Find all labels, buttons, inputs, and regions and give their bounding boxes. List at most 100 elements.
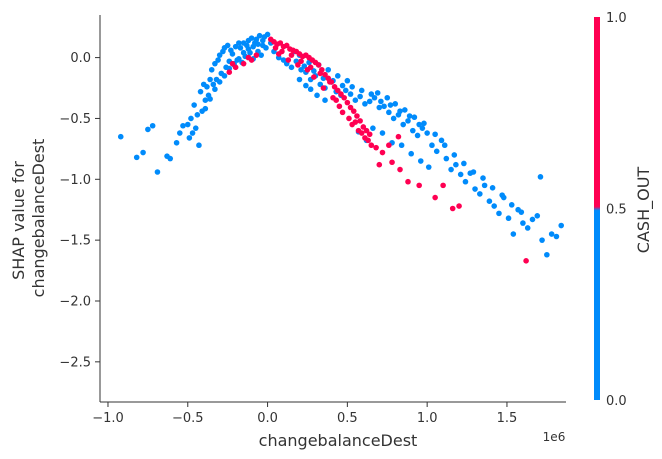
x-axis-ticks: −1.0 −0.5 0.0 0.5 1.0 1.5 xyxy=(92,402,517,426)
non-cash-out-point-185 xyxy=(322,97,328,103)
non-cash-out-point-10 xyxy=(180,122,186,129)
cash-out-point-73 xyxy=(358,130,365,136)
cash-out-point-41 xyxy=(379,149,386,156)
non-cash-out-point-66 xyxy=(221,73,228,79)
y-tick-label-4: −2.0 xyxy=(59,294,91,309)
cash-out-point-65 xyxy=(298,58,304,65)
non-cash-out-point-134 xyxy=(548,231,555,237)
cash-out-point-49 xyxy=(449,205,456,212)
non-cash-out-point-28 xyxy=(229,51,236,57)
non-cash-out-point-123 xyxy=(496,210,502,217)
cash-out-point-30 xyxy=(347,104,354,111)
cash-out-point-60 xyxy=(285,57,292,63)
cash-out-point-22 xyxy=(322,71,328,78)
non-cash-out-point-60 xyxy=(189,130,196,136)
non-cash-out-point-147 xyxy=(374,90,381,96)
non-cash-out-point-98 xyxy=(376,104,383,111)
non-cash-out-point-145 xyxy=(417,158,424,164)
cash-out-point-1 xyxy=(232,64,239,71)
non-cash-out-point-166 xyxy=(358,87,365,94)
non-cash-out-point-109 xyxy=(429,142,435,149)
colorbar-tick-label-2: 0.0 xyxy=(606,394,627,409)
non-cash-out-point-186 xyxy=(303,82,309,89)
non-cash-out-point-181 xyxy=(508,202,515,208)
non-cash-out-point-9 xyxy=(176,130,183,136)
non-cash-out-point-108 xyxy=(424,130,430,136)
non-cash-out-point-130 xyxy=(529,216,536,223)
non-cash-out-point-153 xyxy=(344,77,351,84)
non-cash-out-point-155 xyxy=(325,66,332,73)
non-cash-out-point-65 xyxy=(216,79,223,85)
non-cash-out-point-160 xyxy=(301,63,308,69)
non-cash-out-point-171 xyxy=(406,113,413,119)
non-cash-out-point-99 xyxy=(381,103,387,110)
cash-out-point-59 xyxy=(295,62,301,68)
non-cash-out-point-3 xyxy=(145,126,151,133)
cash-out-point-8 xyxy=(277,40,284,46)
non-cash-out-point-132 xyxy=(539,237,545,243)
non-cash-out-point-173 xyxy=(432,131,438,138)
non-cash-out-point-174 xyxy=(441,142,448,149)
x-offset-label: 1e6 xyxy=(543,430,566,444)
y-axis-ticks: 0.0 −0.5 −1.0 −1.5 −2.0 −2.5 xyxy=(59,51,100,370)
non-cash-out-point-112 xyxy=(443,155,450,162)
non-cash-out-point-100 xyxy=(386,109,392,116)
non-cash-out-point-168 xyxy=(378,98,384,105)
non-cash-out-point-118 xyxy=(472,186,478,192)
non-cash-out-point-135 xyxy=(553,233,560,240)
non-cash-out-point-11 xyxy=(184,121,191,128)
cash-out-point-76 xyxy=(245,54,252,61)
cash-out-point-20 xyxy=(315,62,322,68)
y-tick-label-3: −1.5 xyxy=(59,234,91,249)
cash-out-point-47 xyxy=(440,182,446,189)
non-cash-out-point-20 xyxy=(208,66,215,73)
non-cash-out-point-106 xyxy=(414,132,421,139)
non-cash-out-point-150 xyxy=(402,107,408,113)
non-cash-out-point-1 xyxy=(133,154,140,161)
non-cash-out-point-164 xyxy=(339,82,346,89)
non-cash-out-point-101 xyxy=(390,115,397,122)
non-cash-out-point-41 xyxy=(264,31,271,38)
cash-out-point-70 xyxy=(339,109,346,116)
non-cash-out-point-187 xyxy=(314,92,320,99)
colorbar-label: CASH_OUT xyxy=(634,167,654,254)
cash-out-point-63 xyxy=(279,48,285,55)
non-cash-out-point-141 xyxy=(379,130,386,136)
non-cash-out-point-104 xyxy=(405,118,411,124)
cash-out-point-43 xyxy=(397,166,403,173)
non-cash-out-point-38 xyxy=(256,32,263,39)
colorbar xyxy=(594,17,600,400)
non-cash-out-point-29 xyxy=(232,43,239,50)
non-cash-out-point-8 xyxy=(173,139,180,146)
colorbar-ticks: 1.0 0.5 0.0 xyxy=(606,11,627,409)
cash-out-point-62 xyxy=(272,45,279,51)
non-cash-out-point-61 xyxy=(186,135,193,141)
cash-out-point-29 xyxy=(344,99,351,106)
x-tick-label-3: 0.5 xyxy=(337,411,358,426)
non-cash-out-point-178 xyxy=(480,175,486,181)
non-cash-out-point-59 xyxy=(194,111,201,118)
non-cash-out-point-140 xyxy=(370,125,376,131)
non-cash-out-point-172 xyxy=(416,121,422,128)
cash-out-point-64 xyxy=(288,52,295,58)
cash-out-point-25 xyxy=(331,84,338,90)
non-cash-out-point-71 xyxy=(245,46,252,52)
cash-out-point-50 xyxy=(523,258,529,264)
non-cash-out-point-22 xyxy=(215,57,221,63)
non-cash-out-point-78 xyxy=(280,57,287,63)
non-cash-out-point-72 xyxy=(250,43,257,50)
non-cash-out-point-165 xyxy=(349,84,355,90)
cash-out-point-27 xyxy=(338,91,344,97)
cash-out-point-75 xyxy=(229,60,236,67)
non-cash-out-point-129 xyxy=(524,225,531,231)
non-cash-out-point-64 xyxy=(212,86,218,93)
x-tick-label-5: 1.5 xyxy=(497,411,518,426)
cash-out-point-57 xyxy=(311,74,317,80)
non-cash-out-point-97 xyxy=(371,94,378,101)
non-cash-out-point-136 xyxy=(558,222,565,229)
colorbar-tick-label-0: 1.0 xyxy=(606,11,627,26)
non-cash-out-point-12 xyxy=(188,115,194,122)
non-cash-out-point-113 xyxy=(448,166,454,173)
non-cash-out-point-161 xyxy=(311,68,317,74)
non-cash-out-point-143 xyxy=(398,142,405,149)
